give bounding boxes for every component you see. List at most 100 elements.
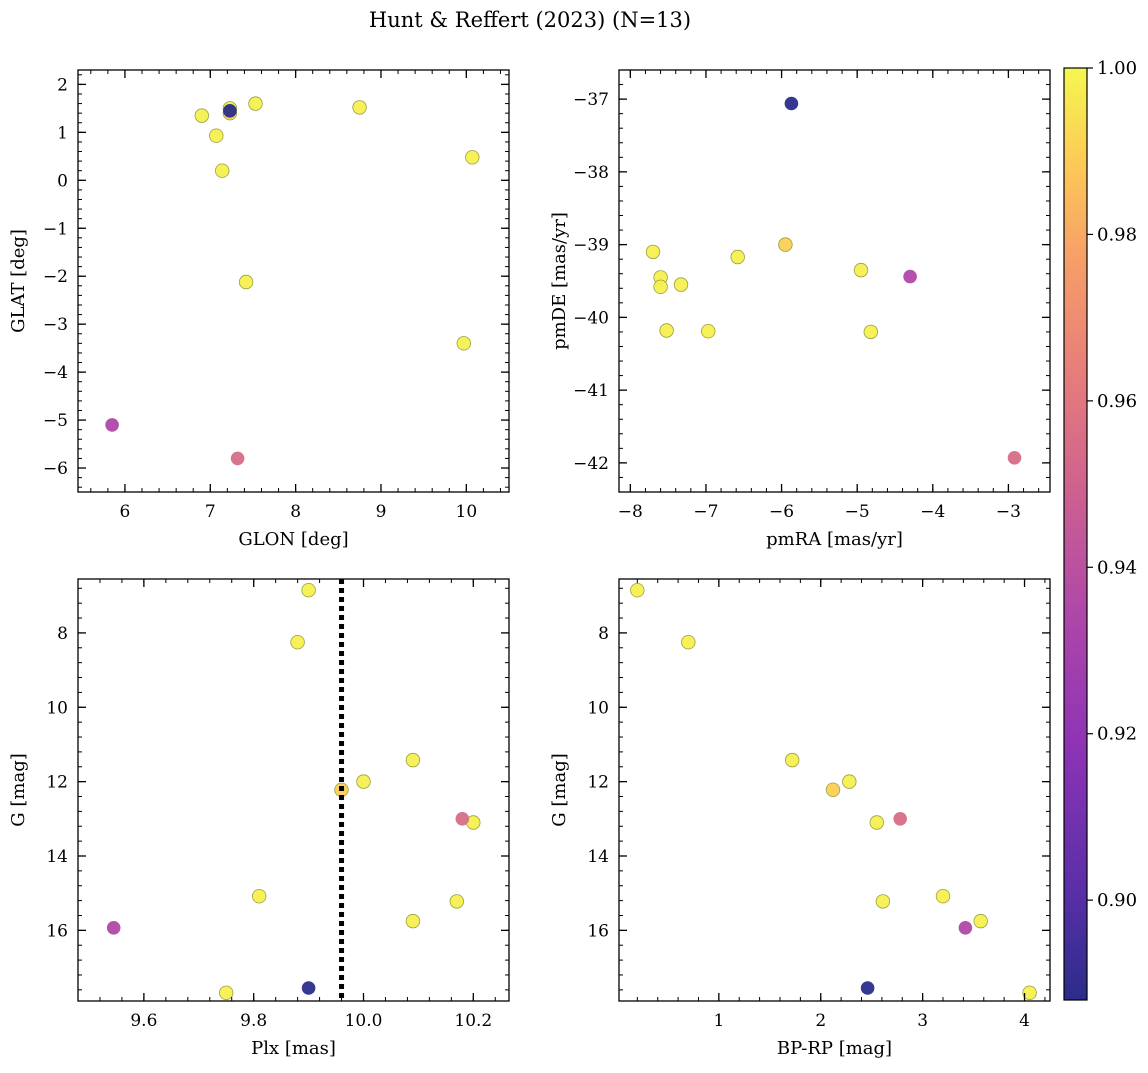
data-point-star-10 [853, 262, 869, 278]
points [106, 583, 481, 1001]
chart-title: Hunt & Reffert (2023) (N=13) [369, 8, 691, 32]
y-tick-label: 12 [46, 773, 68, 793]
y-tick-label: 12 [587, 773, 609, 793]
x-tick-label: 8 [290, 502, 301, 522]
x-tick-label: 3 [917, 1011, 928, 1031]
y-tick-label: 8 [598, 624, 609, 644]
panel-glon-glat: 6 7 8 9 10 −6 −5 −4 −3 −2 −1 0 1 2 GLON [deg] GLAT [deg… [8, 69, 510, 550]
x-tick-label: 9 [376, 502, 387, 522]
x-tick-label: −4 [920, 502, 945, 522]
y-tick-label: 10 [587, 698, 609, 718]
x-tick-label: 4 [1019, 1011, 1030, 1031]
x-tick-label: −8 [618, 502, 643, 522]
y-tick-label: −4 [43, 363, 68, 383]
data-point-star-7 [825, 782, 841, 798]
x-tick-label: 10.0 [345, 1011, 383, 1031]
data-point-star-12 [1022, 985, 1037, 1001]
y-axis-label: G [mag] [8, 753, 29, 826]
y-tick-label: −41 [573, 381, 609, 401]
x-axis-label: pmRA [mas/yr] [766, 529, 903, 550]
y-tick-label: −42 [573, 454, 609, 474]
data-point-star-12 [456, 336, 472, 351]
panel-plx-g: 9.6 9.8 10.0 10.2 8 10 12 14 16 Plx [mas] G [mag] [8, 578, 510, 1059]
y-axis-label: G [mag] [549, 753, 570, 826]
y-tick-label: 14 [46, 847, 68, 867]
colorbar-gradient [1063, 67, 1088, 1001]
x-tick-label: 9.6 [130, 1011, 157, 1031]
data-point-star-13 [860, 981, 875, 995]
x-tick-label: −3 [996, 502, 1021, 522]
data-point-star-1 [958, 921, 973, 935]
data-point-star-8 [248, 96, 263, 111]
data-point-star-11 [842, 774, 857, 789]
data-point-star-9 [352, 100, 367, 115]
data-point-star-2 [893, 812, 907, 826]
data-point-star-13 [784, 96, 799, 111]
points [105, 96, 480, 466]
colorbar: 0.90 0.92 0.94 0.96 0.98 1.00 [1063, 58, 1137, 1001]
data-point-star-1 [106, 921, 121, 935]
data-point-star-3 [301, 583, 316, 598]
x-tick-label: 6 [120, 502, 131, 522]
data-point-star-7 [778, 237, 793, 252]
data-point-star-6 [730, 249, 745, 265]
colorbar-tick-label: 0.94 [1097, 557, 1137, 578]
data-point-star-4 [681, 635, 696, 650]
data-point-star-5 [645, 244, 661, 260]
colorbar-tick-label: 0.96 [1097, 391, 1137, 412]
x-tick-label: 10 [456, 502, 478, 522]
axes-frame [77, 578, 510, 1002]
colorbar-tick-label: 1.00 [1097, 58, 1137, 79]
y-tick-label: −2 [43, 267, 68, 287]
y-axis-label: GLAT [deg] [8, 229, 29, 333]
y-tick-label: 16 [46, 921, 68, 941]
data-point-star-8 [869, 815, 885, 830]
axes-frame [618, 69, 1051, 493]
x-axis-label: Plx [mas] [251, 1038, 336, 1059]
colorbar-tick-label: 0.92 [1097, 724, 1137, 745]
y-tick-label: −3 [43, 315, 68, 335]
data-point-star-12 [218, 985, 234, 1001]
data-point-star-5 [252, 889, 267, 904]
data-point-star-10 [405, 752, 421, 768]
y-tick-label: 10 [46, 698, 68, 718]
data-point-star-12 [701, 324, 716, 339]
x-tick-label: −7 [693, 502, 718, 522]
x-axis-label: GLON [deg] [238, 529, 348, 550]
axes-frame [77, 69, 510, 493]
data-point-star-11 [238, 274, 254, 290]
data-point-star-3 [630, 583, 645, 598]
data-point-star-5 [214, 163, 230, 178]
data-point-star-3 [194, 108, 210, 123]
x-tick-label: 9.8 [240, 1011, 267, 1031]
x-tick-label: 7 [205, 502, 216, 522]
y-tick-label: 0 [57, 171, 68, 191]
y-tick-label: −39 [573, 236, 609, 256]
data-point-star-10 [785, 752, 800, 768]
y-tick-label: −37 [573, 90, 609, 110]
data-point-star-5 [935, 889, 951, 904]
data-point-star-4 [209, 128, 224, 143]
data-point-star-1 [903, 269, 917, 284]
data-point-star-6 [449, 894, 465, 909]
y-tick-label: −6 [43, 459, 68, 479]
axes-frame [618, 578, 1051, 1002]
x-tick-label: 1 [713, 1011, 724, 1031]
data-point-star-2 [1007, 451, 1022, 465]
y-tick-label: 16 [587, 921, 609, 941]
data-point-star-3 [673, 277, 689, 292]
y-tick-label: 1 [57, 123, 68, 143]
x-tick-label: 2 [815, 1011, 826, 1031]
data-point-star-2 [230, 451, 245, 466]
data-point-star-11 [356, 774, 371, 789]
colorbar-tick-label: 0.98 [1097, 224, 1137, 245]
x-tick-label: 10.2 [454, 1011, 492, 1031]
data-point-star-11 [863, 324, 879, 340]
data-point-star-4 [290, 635, 305, 650]
data-point-star-9 [973, 913, 988, 929]
y-tick-label: 8 [57, 624, 68, 644]
data-point-star-9 [653, 279, 668, 295]
data-point-star-10 [465, 150, 480, 165]
y-tick-label: −1 [43, 219, 68, 239]
